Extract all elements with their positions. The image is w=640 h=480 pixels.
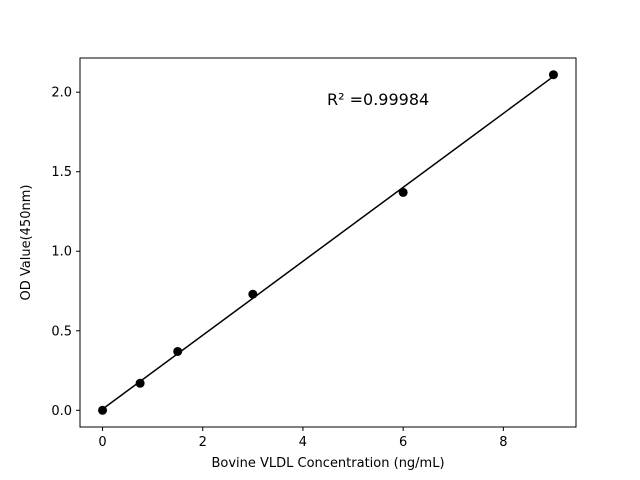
data-point: [398, 187, 408, 197]
r-squared-annotation: R² =0.99984: [327, 90, 429, 109]
data-point: [248, 289, 258, 299]
x-axis-label: Bovine VLDL Concentration (ng/mL): [211, 456, 444, 471]
axes-box: [79, 57, 577, 428]
x-tick-label: 6: [399, 435, 407, 450]
y-tick-label: 2.0: [51, 86, 72, 101]
x-tick-label: 8: [499, 435, 507, 450]
y-tick-label: 1.5: [51, 165, 72, 180]
y-axis-label: OD Value(450nm): [19, 185, 34, 301]
y-tick-label: 0.0: [51, 404, 72, 419]
x-tick-label: 0: [98, 435, 106, 450]
x-tick-label: 4: [299, 435, 307, 450]
data-point: [173, 346, 183, 356]
y-tick-label: 1.0: [51, 245, 72, 260]
data-point: [98, 405, 108, 415]
data-point: [135, 378, 145, 388]
data-point: [548, 70, 558, 80]
x-tick-label: 2: [199, 435, 207, 450]
y-tick-label: 0.5: [51, 324, 72, 339]
